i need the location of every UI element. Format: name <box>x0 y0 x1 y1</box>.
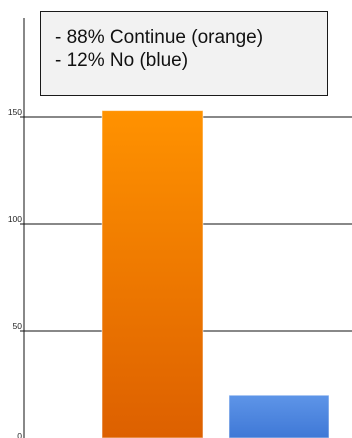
y-tick-label-100: 100 <box>8 214 22 224</box>
y-tick-label-50: 50 <box>13 321 23 331</box>
y-tick-labels: 0 50 100 150 <box>8 107 22 438</box>
bar-no <box>228 394 330 438</box>
bar-continue <box>101 110 204 438</box>
legend-line-no: - 12% No (blue) <box>55 50 189 71</box>
y-tick-label-150: 150 <box>8 107 22 117</box>
legend-line-continue: - 88% Continue (orange) <box>55 27 264 48</box>
legend-box: - 88% Continue (orange) - 12% No (blue) <box>40 11 328 96</box>
y-tick-label-0: 0 <box>17 431 22 438</box>
bars <box>101 110 330 438</box>
